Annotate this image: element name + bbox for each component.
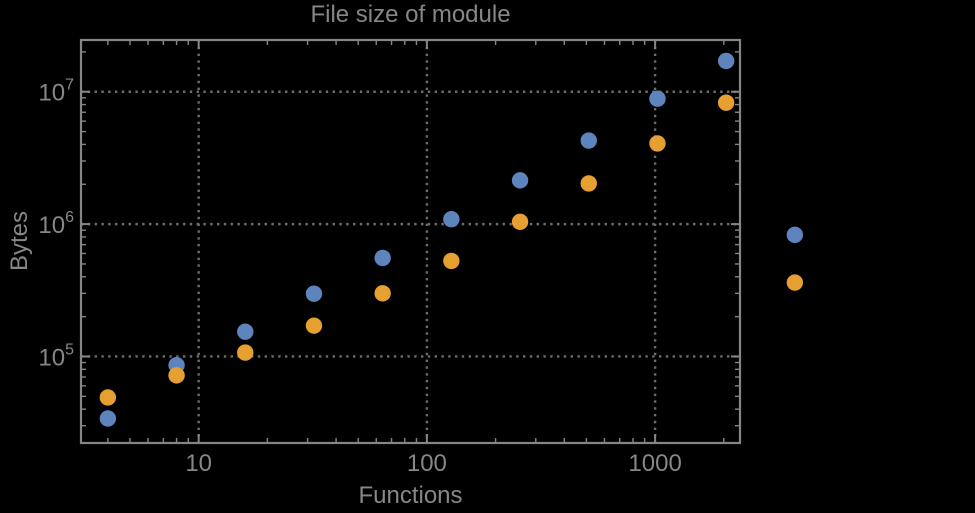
data-point-blue-x4096	[786, 226, 804, 244]
data-point-blue-x512	[580, 132, 597, 149]
y-tick-label-10e6: 106	[38, 209, 74, 239]
data-point-orange-x4	[99, 389, 117, 406]
data-point-orange-x512	[580, 175, 597, 192]
data-point-orange-x32	[305, 317, 323, 334]
x-tick-label-1000: 1000	[628, 450, 681, 477]
y-tick-label-10e7: 107	[38, 77, 74, 107]
data-point-orange-x16	[237, 344, 254, 361]
data-point-orange-x4096	[786, 274, 804, 291]
data-point-blue-x128	[443, 210, 460, 228]
data-point-orange-x8	[168, 367, 185, 384]
data-point-blue-x4	[99, 410, 117, 427]
x-tick-label-100: 100	[407, 450, 447, 477]
plot-frame	[79, 38, 742, 445]
x-axis-label: Functions	[358, 482, 463, 509]
data-point-orange-x256	[511, 213, 529, 231]
data-point-orange-x64	[374, 285, 391, 302]
data-point-orange-x1024	[649, 135, 666, 152]
chart-title: File size of module	[310, 1, 511, 28]
x-tick-label-10: 10	[185, 450, 212, 477]
data-point-blue-x16	[237, 323, 254, 340]
data-point-blue-x256	[511, 172, 529, 189]
y-tick-label-10e5: 105	[38, 341, 74, 371]
data-point-blue-x2048	[717, 52, 735, 70]
data-point-blue-x1024	[649, 90, 666, 107]
data-point-blue-x64	[374, 249, 391, 267]
data-point-orange-x128	[443, 252, 460, 270]
data-point-blue-x32	[305, 285, 323, 302]
data-point-orange-x2048	[717, 94, 735, 111]
